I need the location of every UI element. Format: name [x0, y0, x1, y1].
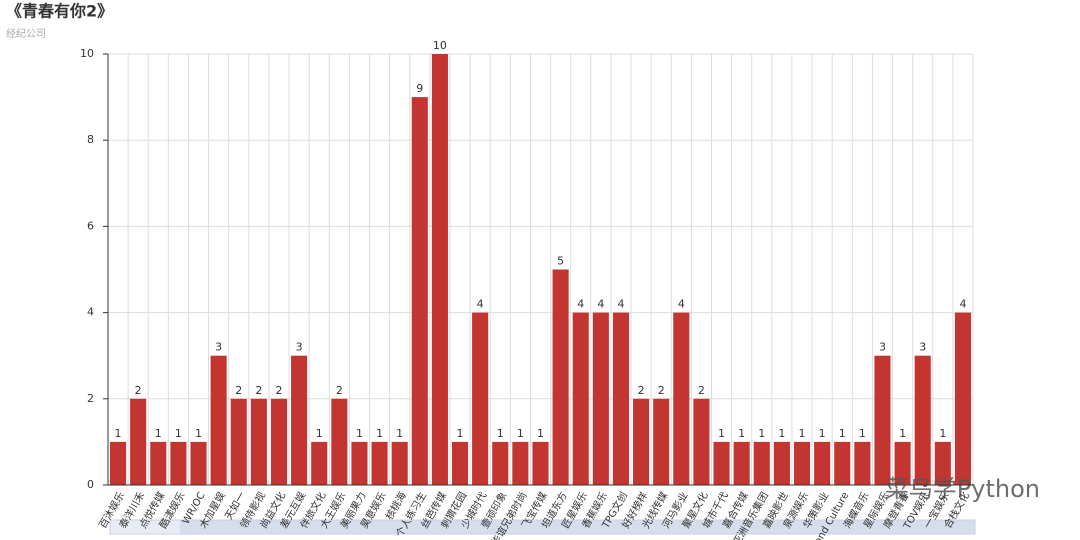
bar: [693, 398, 710, 485]
value-label: 1: [899, 427, 906, 440]
watermark: 菜鸟学Python: [885, 475, 1040, 503]
bar: [552, 269, 569, 485]
bar: [130, 398, 147, 485]
value-label: 1: [859, 427, 866, 440]
value-label: 1: [195, 427, 202, 440]
value-label: 1: [718, 427, 725, 440]
bar: [773, 441, 790, 485]
bar: [291, 355, 308, 485]
value-label: 1: [537, 427, 544, 440]
bar: [793, 441, 811, 485]
value-label: 1: [517, 427, 524, 440]
bar: [834, 441, 851, 485]
bar: [592, 312, 609, 485]
bar: [351, 441, 368, 485]
bar: [411, 97, 428, 485]
bar: [733, 441, 750, 485]
bar: [512, 441, 529, 485]
value-label: 5: [557, 255, 564, 268]
bar: [472, 312, 489, 485]
y-tick-label: 10: [80, 47, 94, 60]
bar: [753, 441, 770, 485]
value-label: 2: [336, 384, 343, 397]
bar: [230, 398, 247, 485]
value-label: 2: [135, 384, 142, 397]
value-label: 1: [819, 427, 826, 440]
chart-subtitle: 经纪公司: [6, 27, 46, 40]
bar: [572, 312, 589, 485]
bar: [150, 441, 167, 485]
bar: [653, 398, 670, 485]
value-label: 1: [356, 427, 363, 440]
y-tick-label: 8: [87, 133, 94, 146]
bar: [210, 355, 227, 485]
value-label: 4: [577, 298, 584, 311]
value-label: 3: [215, 341, 222, 354]
value-label: 1: [939, 427, 946, 440]
bar: [914, 355, 931, 485]
value-label: 1: [457, 427, 464, 440]
value-label: 2: [275, 384, 282, 397]
zoom-window[interactable]: [180, 520, 975, 534]
value-label: 1: [316, 427, 323, 440]
bar: [492, 441, 509, 485]
bar: [371, 441, 388, 485]
value-label: 3: [919, 341, 926, 354]
value-label: 1: [738, 427, 745, 440]
value-label: 1: [115, 427, 122, 440]
value-label: 4: [678, 298, 685, 311]
value-label: 1: [497, 427, 504, 440]
bar: [633, 398, 650, 485]
value-label: 4: [477, 298, 484, 311]
bar: [391, 441, 408, 485]
bar: [673, 312, 690, 485]
bar: [451, 441, 469, 485]
value-label: 1: [778, 427, 785, 440]
value-label: 1: [376, 427, 383, 440]
bar: [713, 441, 730, 485]
value-label: 10: [433, 39, 447, 52]
value-label: 9: [416, 82, 423, 95]
value-label: 2: [698, 384, 705, 397]
value-label: 2: [658, 384, 665, 397]
value-label: 4: [959, 298, 966, 311]
bar: [954, 312, 971, 485]
value-label: 2: [255, 384, 262, 397]
y-tick-label: 2: [87, 392, 94, 405]
y-tick-label: 4: [87, 306, 94, 319]
value-label: 3: [296, 341, 303, 354]
value-label: 1: [155, 427, 162, 440]
bar: [250, 398, 267, 485]
bar: [431, 54, 448, 485]
value-label: 1: [799, 427, 806, 440]
bar: [190, 441, 207, 485]
bar: [311, 441, 328, 485]
bar: [934, 441, 951, 485]
value-label: 1: [839, 427, 846, 440]
value-label: 3: [879, 341, 886, 354]
value-label: 1: [396, 427, 403, 440]
bar: [170, 441, 187, 485]
bar: [331, 398, 348, 485]
value-label: 2: [638, 384, 645, 397]
chart-title: 《青春有你2》: [6, 2, 113, 21]
bar: [612, 312, 630, 485]
y-tick-label: 0: [87, 478, 94, 491]
value-label: 1: [758, 427, 765, 440]
value-label: 4: [597, 298, 604, 311]
bar: [110, 441, 127, 485]
bar: [270, 398, 288, 485]
value-label: 1: [175, 427, 182, 440]
value-label: 2: [235, 384, 242, 397]
bar: [814, 441, 831, 485]
y-tick-label: 6: [87, 219, 94, 232]
bar: [894, 441, 911, 485]
value-label: 4: [617, 298, 624, 311]
bar: [532, 441, 549, 485]
bar: [854, 441, 871, 485]
bar: [874, 355, 891, 485]
